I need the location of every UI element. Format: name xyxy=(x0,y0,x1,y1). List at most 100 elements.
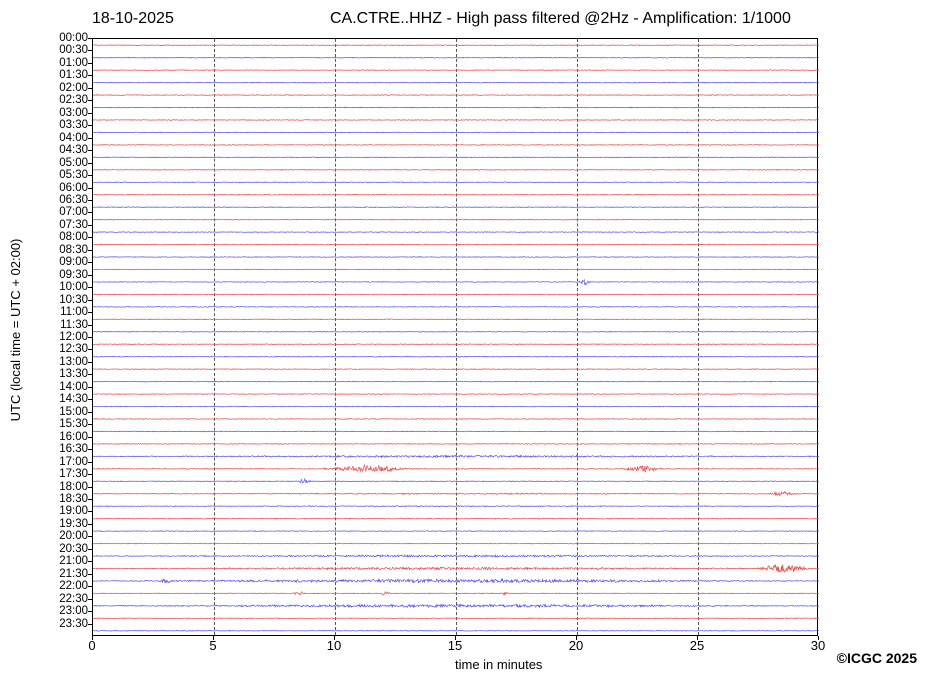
x-tick-mark xyxy=(455,636,456,640)
y-tick-label: 12:30 xyxy=(40,343,88,355)
y-tick-label: 22:00 xyxy=(40,580,88,592)
y-tick-label: 01:30 xyxy=(40,69,88,81)
y-tick-mark xyxy=(88,487,92,488)
y-tick-label: 07:00 xyxy=(40,206,88,218)
y-tick-mark xyxy=(88,150,92,151)
y-tick-label: 18:30 xyxy=(40,493,88,505)
y-tick-mark xyxy=(88,586,92,587)
y-tick-mark xyxy=(88,524,92,525)
vertical-gridline xyxy=(214,39,215,635)
x-tick-mark xyxy=(697,636,698,640)
x-tick-mark xyxy=(92,636,93,640)
y-tick-mark xyxy=(88,113,92,114)
x-axis-label: time in minutes xyxy=(455,657,542,672)
y-tick-mark xyxy=(88,88,92,89)
station-title: CA.CTRE..HHZ - High pass filtered @2Hz -… xyxy=(330,10,791,28)
y-tick-label: 08:00 xyxy=(40,231,88,243)
y-tick-mark xyxy=(88,424,92,425)
y-tick-mark xyxy=(88,63,92,64)
y-tick-mark xyxy=(88,574,92,575)
y-tick-label: 04:30 xyxy=(40,144,88,156)
y-tick-label: 16:30 xyxy=(40,443,88,455)
y-tick-mark xyxy=(88,337,92,338)
y-tick-mark xyxy=(88,374,92,375)
y-tick-label: 04:00 xyxy=(40,132,88,144)
y-tick-mark xyxy=(88,138,92,139)
y-tick-mark xyxy=(88,312,92,313)
y-tick-mark xyxy=(88,399,92,400)
y-tick-mark xyxy=(88,599,92,600)
y-tick-label: 06:00 xyxy=(40,182,88,194)
x-tick-mark xyxy=(576,636,577,640)
y-tick-label: 10:00 xyxy=(40,281,88,293)
y-tick-mark xyxy=(88,75,92,76)
y-tick-mark xyxy=(88,250,92,251)
y-tick-label: 20:30 xyxy=(40,543,88,555)
y-tick-label: 01:00 xyxy=(40,57,88,69)
y-tick-label: 11:00 xyxy=(40,306,88,318)
y-tick-label: 23:30 xyxy=(40,618,88,630)
y-tick-mark xyxy=(88,349,92,350)
y-tick-label: 21:30 xyxy=(40,568,88,580)
y-tick-mark xyxy=(88,474,92,475)
y-tick-mark xyxy=(88,561,92,562)
vertical-gridline xyxy=(698,39,699,635)
y-tick-mark xyxy=(88,125,92,126)
y-tick-mark xyxy=(88,362,92,363)
y-tick-mark xyxy=(88,212,92,213)
y-tick-label: 14:00 xyxy=(40,381,88,393)
y-tick-mark xyxy=(88,611,92,612)
y-tick-mark xyxy=(88,275,92,276)
y-tick-mark xyxy=(88,188,92,189)
y-tick-mark xyxy=(88,624,92,625)
y-tick-label: 05:30 xyxy=(40,169,88,181)
y-tick-label: 20:00 xyxy=(40,530,88,542)
y-tick-label: 09:00 xyxy=(40,256,88,268)
y-tick-label: 14:30 xyxy=(40,393,88,405)
y-tick-mark xyxy=(88,499,92,500)
seismogram-root: 18-10-2025 CA.CTRE..HHZ - High pass filt… xyxy=(0,0,927,696)
y-axis-label: UTC (local time = UTC + 02:00) xyxy=(8,239,23,422)
y-tick-label: 21:00 xyxy=(40,555,88,567)
y-tick-mark xyxy=(88,412,92,413)
y-tick-mark xyxy=(88,163,92,164)
plot-area[interactable] xyxy=(92,38,818,636)
y-tick-label: 15:00 xyxy=(40,406,88,418)
y-tick-mark xyxy=(88,100,92,101)
y-tick-label: 23:00 xyxy=(40,605,88,617)
y-tick-label: 03:30 xyxy=(40,119,88,131)
x-tick-label: 15 xyxy=(448,638,462,653)
y-tick-label: 03:00 xyxy=(40,107,88,119)
y-tick-label: 09:30 xyxy=(40,269,88,281)
y-tick-label: 05:00 xyxy=(40,157,88,169)
y-tick-label: 07:30 xyxy=(40,219,88,231)
y-tick-label: 19:00 xyxy=(40,505,88,517)
y-tick-label: 02:30 xyxy=(40,94,88,106)
y-tick-mark xyxy=(88,387,92,388)
y-tick-label: 17:00 xyxy=(40,456,88,468)
y-tick-mark xyxy=(88,536,92,537)
y-tick-label: 00:30 xyxy=(40,44,88,56)
x-tick-mark xyxy=(818,636,819,640)
y-tick-mark xyxy=(88,462,92,463)
y-tick-mark xyxy=(88,549,92,550)
credit-label: ©ICGC 2025 xyxy=(837,650,917,666)
y-tick-mark xyxy=(88,287,92,288)
y-tick-mark xyxy=(88,325,92,326)
x-tick-label: 10 xyxy=(327,638,341,653)
x-tick-label: 5 xyxy=(209,638,216,653)
y-tick-mark xyxy=(88,300,92,301)
y-tick-mark xyxy=(88,200,92,201)
y-tick-mark xyxy=(88,175,92,176)
y-tick-label: 06:30 xyxy=(40,194,88,206)
y-tick-mark xyxy=(88,237,92,238)
y-tick-label: 10:30 xyxy=(40,294,88,306)
y-tick-label: 13:30 xyxy=(40,368,88,380)
y-tick-mark xyxy=(88,449,92,450)
y-tick-label: 19:30 xyxy=(40,518,88,530)
y-tick-label: 13:00 xyxy=(40,356,88,368)
y-tick-label: 15:30 xyxy=(40,418,88,430)
x-tick-label: 25 xyxy=(690,638,704,653)
y-tick-mark xyxy=(88,437,92,438)
y-tick-label: 08:30 xyxy=(40,244,88,256)
